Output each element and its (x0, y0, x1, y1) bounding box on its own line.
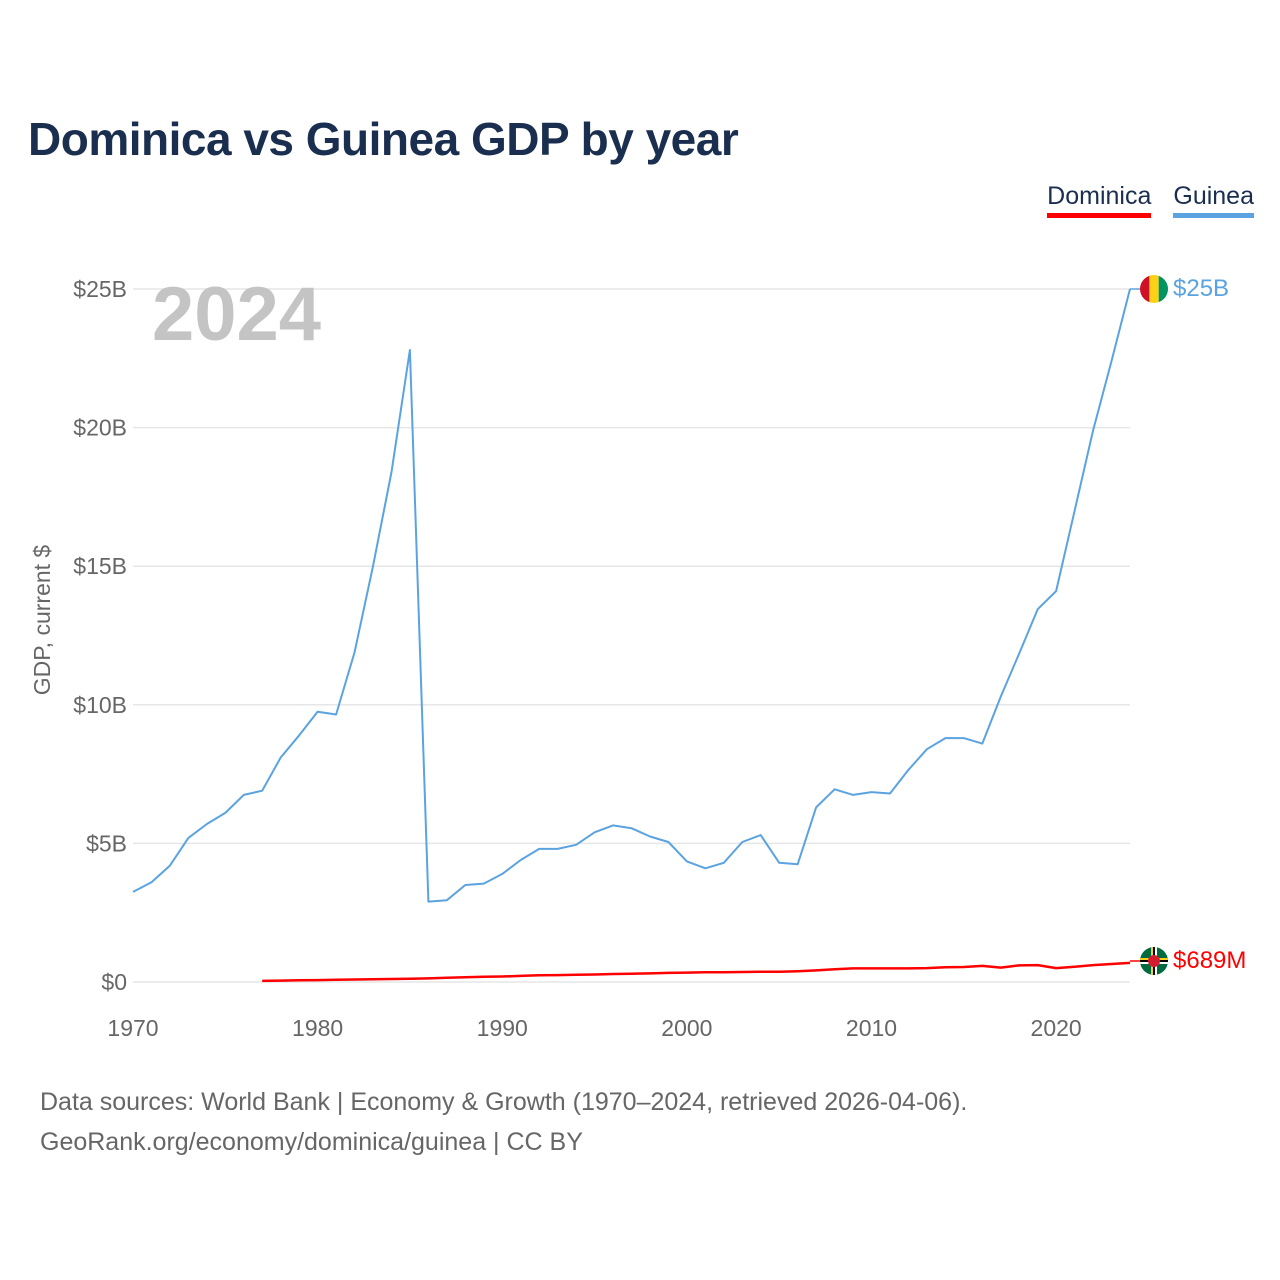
series-lines (132, 288, 1131, 983)
y-axis-ticks: $0 $5B $10B $15B $20B $25B (73, 276, 127, 995)
sources-line-1: Data sources: World Bank | Economy & Gro… (40, 1088, 968, 1116)
guinea-end-value: $25B (1173, 275, 1229, 302)
gridlines (133, 288, 1130, 983)
series-line-guinea (132, 288, 1131, 903)
y-tick-label: $20B (73, 415, 127, 441)
x-tick-label: 2010 (846, 1015, 897, 1041)
y-tick-label: $25B (73, 276, 127, 302)
guinea-flag-icon (1140, 275, 1168, 303)
x-tick-label: 2020 (1031, 1015, 1082, 1041)
data-sources: Data sources: World Bank | Economy & Gro… (40, 1082, 967, 1162)
gdp-line-chart: $0 $5B $10B $15B $20B $25B 1970 1980 1990 2000 20… (29, 272, 1246, 1041)
legend-item-dominica[interactable]: Dominica (1047, 182, 1152, 218)
chart-title: Dominica vs Guinea GDP by year (28, 113, 739, 165)
legend: Dominica Guinea (1047, 182, 1254, 218)
x-tick-label: 1990 (477, 1015, 528, 1041)
current-year-watermark: 2024 (152, 272, 321, 357)
x-tick-label: 2000 (661, 1015, 712, 1041)
y-tick-label: $10B (73, 692, 127, 718)
y-axis-label: GDP, current $ (29, 545, 55, 696)
series-line-dominica (262, 961, 1131, 983)
legend-item-guinea[interactable]: Guinea (1173, 182, 1254, 218)
x-tick-label: 1970 (107, 1015, 158, 1041)
x-axis-ticks: 1970 1980 1990 2000 2010 2020 (107, 1015, 1081, 1041)
sources-line-2[interactable]: GeoRank.org/economy/dominica/guinea | CC… (40, 1128, 583, 1156)
dominica-end-value: $689M (1173, 947, 1246, 974)
y-tick-label: $0 (101, 969, 127, 995)
dominica-flag-icon (1140, 947, 1168, 975)
y-tick-label: $15B (73, 553, 127, 579)
y-tick-label: $5B (86, 830, 127, 856)
x-tick-label: 1980 (292, 1015, 343, 1041)
